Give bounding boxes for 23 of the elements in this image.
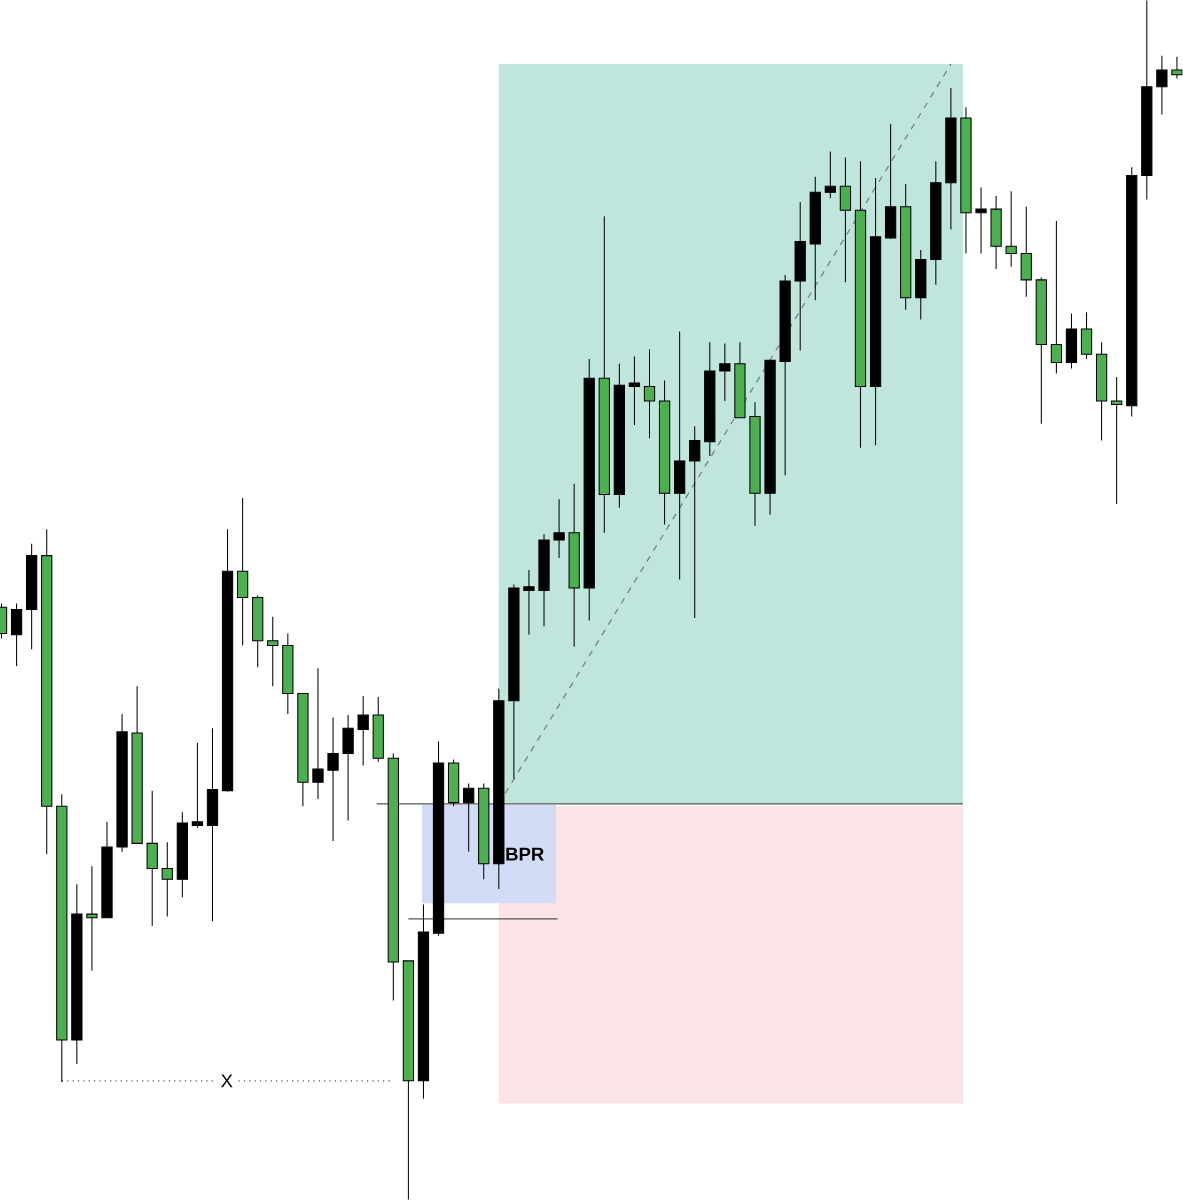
candlestick bbox=[86, 865, 98, 971]
candlestick bbox=[839, 157, 852, 283]
candlestick bbox=[267, 616, 279, 687]
candlestick bbox=[1111, 376, 1123, 505]
candlestick bbox=[523, 569, 535, 636]
candlestick bbox=[327, 716, 339, 842]
candlestick bbox=[1050, 220, 1063, 374]
candlestick bbox=[357, 695, 370, 766]
candlestick bbox=[629, 356, 641, 426]
band-label: BPR bbox=[506, 847, 545, 861]
candlestick bbox=[1005, 190, 1018, 268]
candlestick bbox=[553, 498, 565, 559]
candlestick bbox=[463, 782, 475, 853]
candlestick bbox=[975, 187, 987, 255]
candlestick bbox=[644, 348, 656, 439]
ref-line-label: X bbox=[221, 1074, 233, 1088]
candlestick bbox=[191, 742, 204, 829]
candlestick bbox=[1156, 55, 1168, 115]
candlestick bbox=[161, 841, 174, 918]
candlestick bbox=[719, 342, 731, 402]
candlestick bbox=[689, 425, 701, 619]
candlestick bbox=[312, 667, 324, 800]
candlestick bbox=[824, 151, 837, 199]
